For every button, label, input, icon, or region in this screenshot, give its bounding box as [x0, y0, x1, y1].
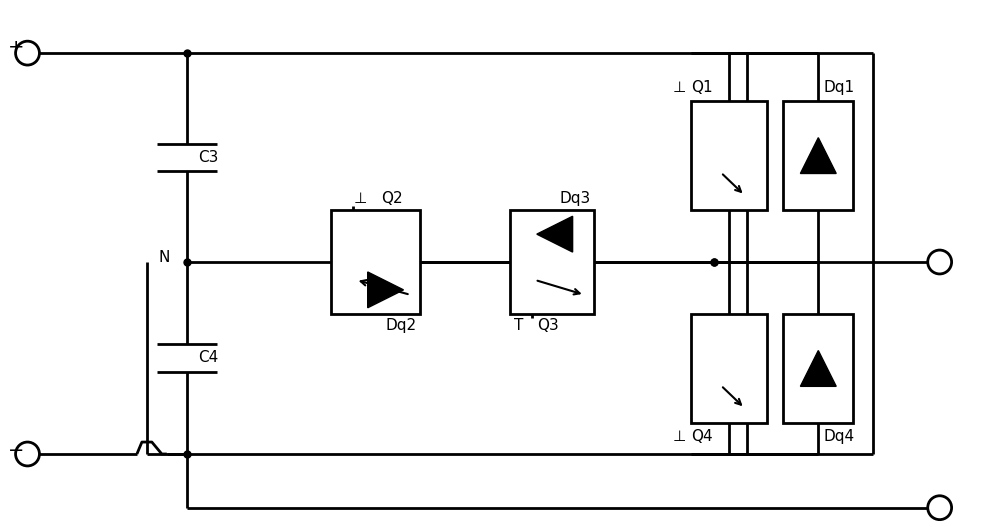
Text: Dq4: Dq4 [823, 428, 854, 444]
Polygon shape [800, 350, 836, 386]
Text: Q2: Q2 [381, 191, 402, 206]
FancyBboxPatch shape [510, 210, 594, 314]
FancyBboxPatch shape [783, 314, 853, 423]
Text: T: T [514, 318, 524, 333]
Text: Q4: Q4 [691, 428, 713, 444]
FancyBboxPatch shape [691, 314, 767, 423]
Text: +: + [8, 37, 24, 56]
Polygon shape [800, 138, 836, 173]
Text: Q1: Q1 [691, 81, 713, 95]
Polygon shape [537, 216, 573, 252]
Text: ⊥: ⊥ [672, 81, 686, 95]
FancyBboxPatch shape [691, 101, 767, 210]
Text: C3: C3 [199, 150, 219, 165]
Text: N: N [159, 249, 170, 265]
Text: Dq2: Dq2 [386, 318, 417, 333]
FancyBboxPatch shape [331, 210, 420, 314]
Text: Dq3: Dq3 [560, 191, 591, 206]
Text: ⊥: ⊥ [354, 191, 367, 206]
Text: ⊥: ⊥ [672, 428, 686, 444]
Text: −: − [8, 441, 24, 460]
Polygon shape [368, 272, 404, 308]
Text: C4: C4 [199, 350, 219, 366]
FancyBboxPatch shape [783, 101, 853, 210]
Text: Q3: Q3 [537, 318, 559, 333]
Text: Dq1: Dq1 [823, 81, 854, 95]
